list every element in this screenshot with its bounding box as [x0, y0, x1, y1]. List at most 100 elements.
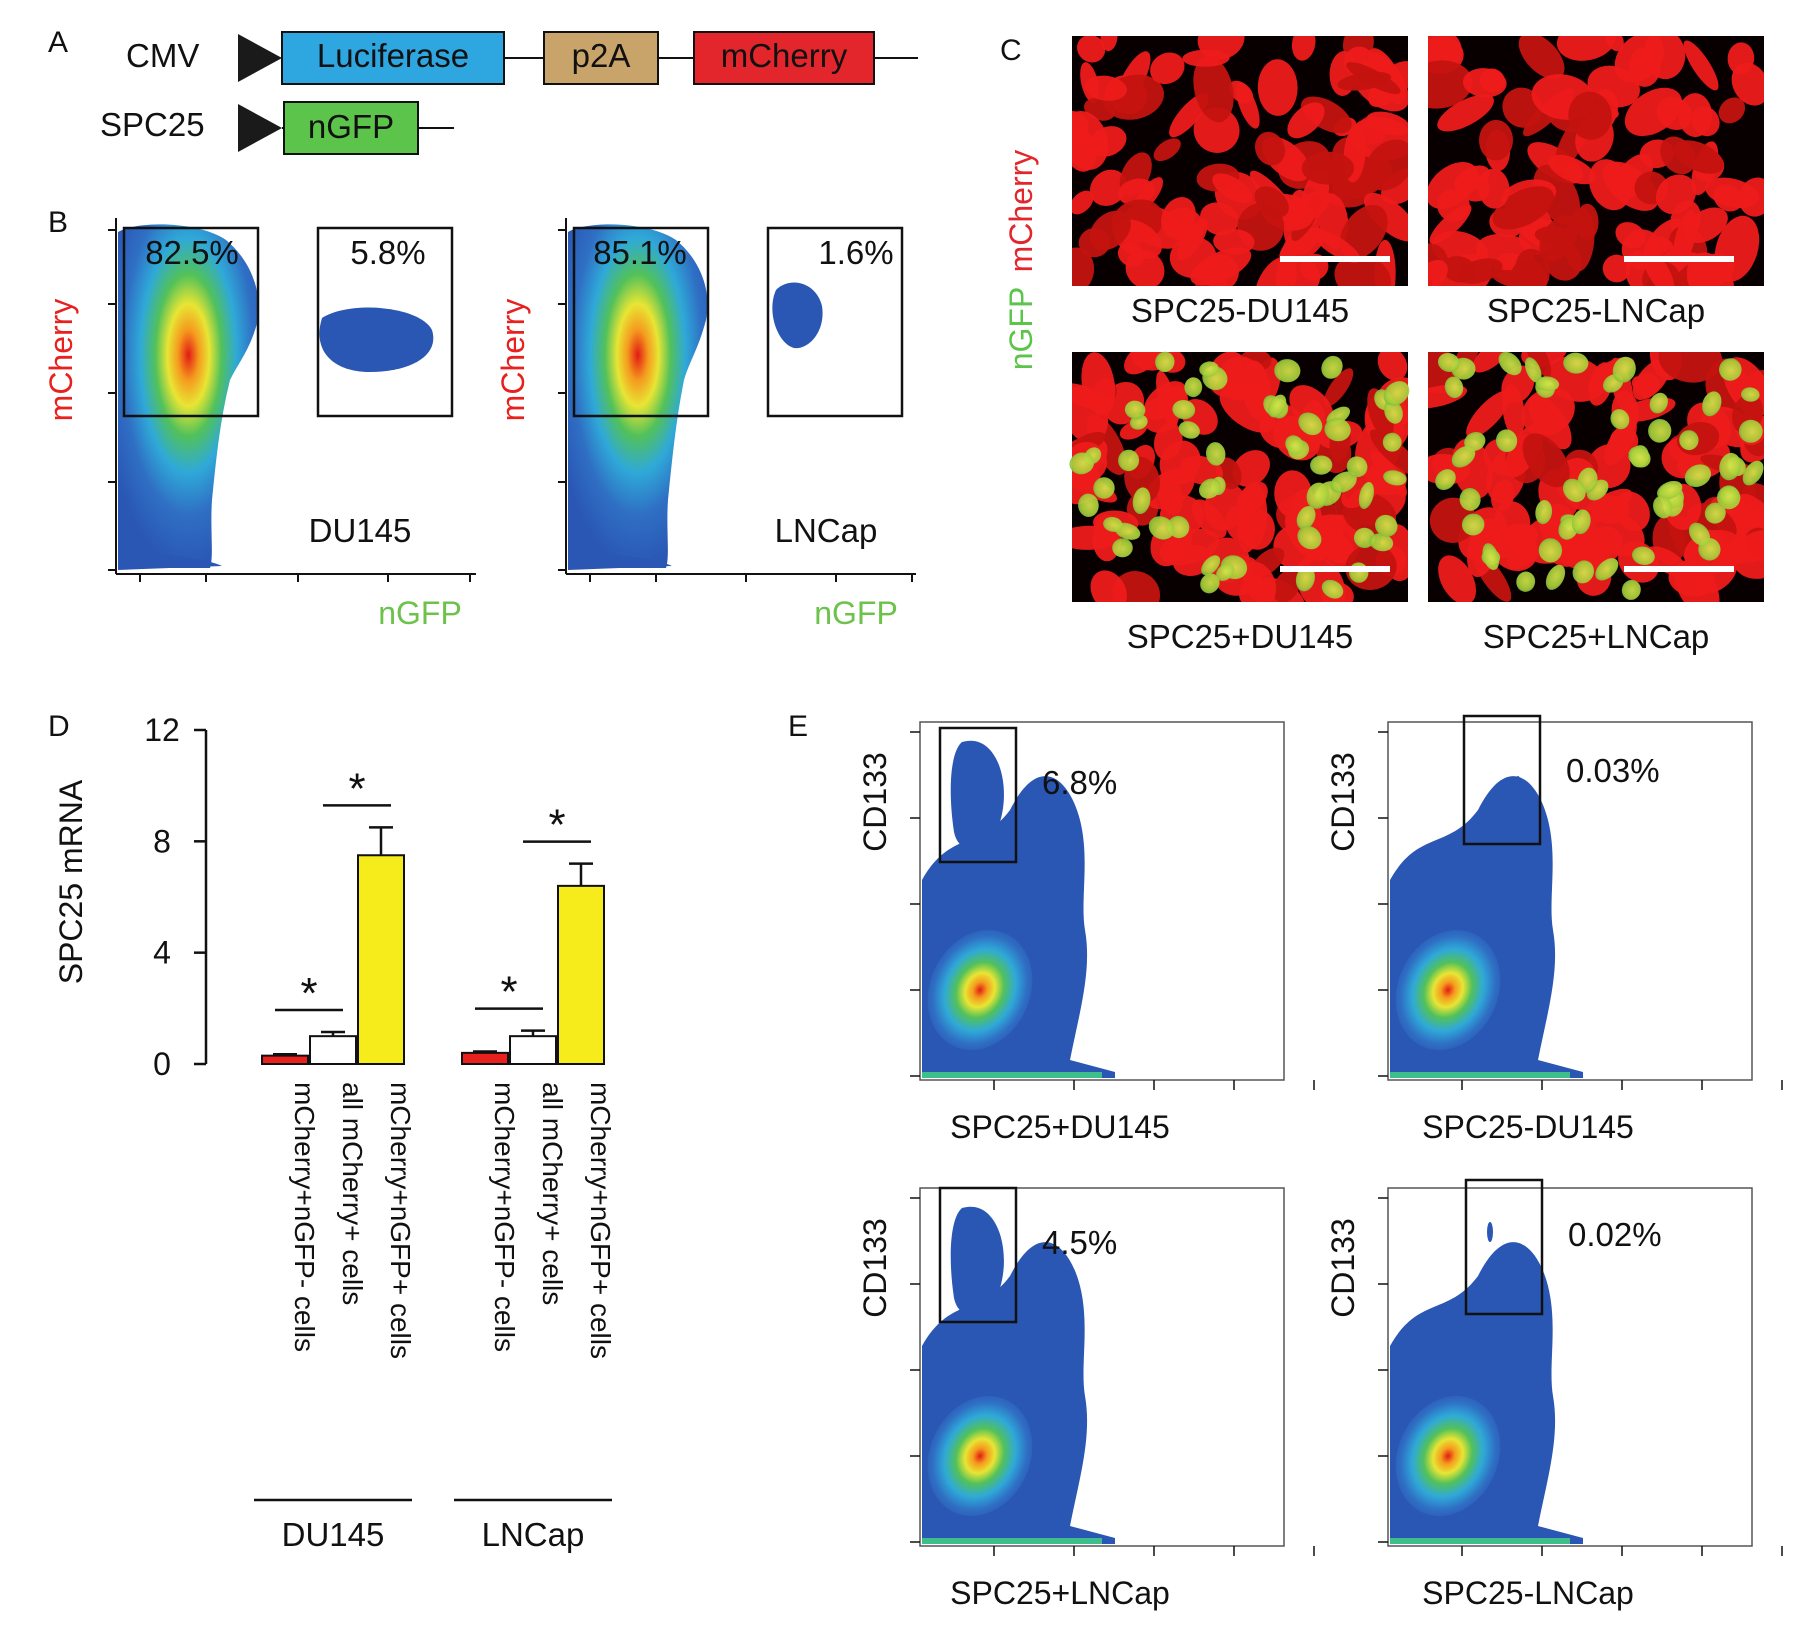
nucleus — [1461, 513, 1485, 536]
cell — [1614, 491, 1650, 532]
cell-line-label: LNCap — [775, 512, 878, 549]
x-axis-label: SPC25-DU145 — [1422, 1109, 1634, 1145]
nucleus — [1298, 412, 1323, 436]
cell — [1291, 36, 1316, 61]
cell — [1523, 352, 1552, 378]
gate-left-percent: 82.5% — [145, 234, 239, 271]
nucleus — [1538, 538, 1563, 563]
group-label: LNCap — [482, 1516, 585, 1553]
nucleus — [1330, 471, 1357, 493]
x-axis-label: SPC25+LNCap — [950, 1575, 1170, 1611]
nucleus — [1435, 469, 1456, 491]
nucleus — [1321, 355, 1343, 379]
cd133-plot: 0.02% CD133 SPC25-LNCap — [1325, 1178, 1783, 1611]
cell — [1738, 177, 1764, 217]
cell — [1100, 36, 1118, 52]
nucleus — [1572, 560, 1595, 584]
cell — [1615, 222, 1646, 249]
significance-star: * — [548, 801, 565, 850]
y-axis-label: CD133 — [857, 1218, 893, 1318]
nucleus — [1184, 377, 1203, 398]
promoter-cmv-label: CMV — [126, 37, 199, 74]
panel-a: A CMV Luciferase p2A mCherry SPC25 nGFP — [48, 26, 918, 155]
y-axis-label: CD133 — [1325, 752, 1361, 852]
nucleus — [1704, 502, 1726, 524]
cell — [1153, 138, 1181, 162]
flow-plot-lncap: mCherry 85.1% 1.6% LNCap nGFP — [495, 218, 916, 631]
cell — [1683, 40, 1719, 91]
nucleus — [1383, 381, 1410, 406]
cell — [1213, 228, 1255, 255]
cell — [1673, 140, 1724, 174]
mcherry-box — [693, 31, 875, 85]
promoter-spc25-label: SPC25 — [100, 106, 205, 143]
nucleus — [1738, 419, 1763, 443]
y-ticks — [108, 229, 116, 571]
nucleus — [1688, 522, 1711, 546]
cell — [1603, 419, 1637, 466]
cell — [1077, 36, 1106, 63]
cell — [1369, 429, 1408, 477]
luciferase-label: Luciferase — [317, 37, 469, 74]
gate-right — [316, 226, 454, 418]
y-ticks — [558, 229, 566, 571]
cell — [1429, 204, 1472, 245]
cell — [1072, 525, 1121, 550]
cell — [1072, 247, 1095, 286]
cell — [1534, 226, 1573, 245]
cell — [1683, 207, 1728, 244]
nucleus — [1495, 429, 1518, 453]
gate-percent: 0.03% — [1566, 752, 1660, 789]
cd133-plot: 0.03% CD133 SPC25-DU145 — [1325, 714, 1783, 1145]
cell — [1732, 529, 1764, 579]
cell — [1337, 71, 1392, 91]
cell — [1588, 526, 1623, 562]
nucleus — [1069, 452, 1095, 475]
cell — [1273, 569, 1301, 602]
gate-left — [572, 226, 710, 418]
p2a-label: p2A — [572, 37, 631, 74]
cd133-plot: 4.5% CD133 SPC25+LNCap — [857, 1186, 1315, 1611]
cell — [1301, 151, 1354, 185]
bar — [509, 1035, 557, 1065]
bar — [357, 854, 405, 1065]
density-baseline — [922, 1072, 1102, 1078]
gate-right-percent: 5.8% — [350, 234, 425, 271]
gate-percent: 6.8% — [1042, 764, 1117, 801]
nucleus — [1285, 435, 1304, 455]
density-cloud — [568, 224, 708, 568]
gate-right — [766, 226, 904, 418]
cd133-flow-plots: 6.8% CD133 SPC25+DU145 0.03% CD133 SPC25-DU14… — [857, 714, 1783, 1611]
nucleus — [1132, 487, 1151, 514]
luciferase-box — [281, 31, 505, 85]
nucleus — [1649, 392, 1668, 414]
panel-label-c: C — [1000, 34, 1022, 67]
cell — [1602, 254, 1631, 283]
nucleus — [1103, 516, 1123, 532]
micrograph-spc25plus-du145: SPC25+DU145 — [1069, 351, 1410, 655]
nucleus — [1621, 579, 1641, 600]
nucleus — [1562, 478, 1586, 503]
micrograph-caption: SPC25+DU145 — [1127, 618, 1354, 655]
cell — [1257, 59, 1298, 116]
nucleus — [1310, 455, 1333, 475]
density-core — [927, 929, 1033, 1051]
density-core — [1395, 929, 1501, 1051]
cell — [1507, 515, 1558, 570]
cell — [1686, 252, 1735, 286]
nucleus — [1535, 500, 1553, 525]
cell — [1438, 555, 1477, 602]
nucleus — [1628, 446, 1651, 468]
cell — [1150, 52, 1185, 85]
nucleus — [1200, 573, 1220, 594]
ngfp-box — [283, 101, 419, 155]
micrograph-caption: SPC25-DU145 — [1131, 292, 1349, 329]
cell — [1254, 131, 1286, 166]
cell — [1084, 75, 1127, 101]
flow-plot-du145: mCherry 82.5% 5.8% DU145 nGFP — [43, 218, 476, 631]
panel-b: B mCherry 82.5% 5.8% DU145 n — [43, 206, 916, 631]
y-axis-label: CD133 — [1325, 1218, 1361, 1318]
gate-percent: 4.5% — [1042, 1224, 1117, 1261]
cell — [1228, 80, 1254, 104]
cell — [1462, 68, 1507, 98]
